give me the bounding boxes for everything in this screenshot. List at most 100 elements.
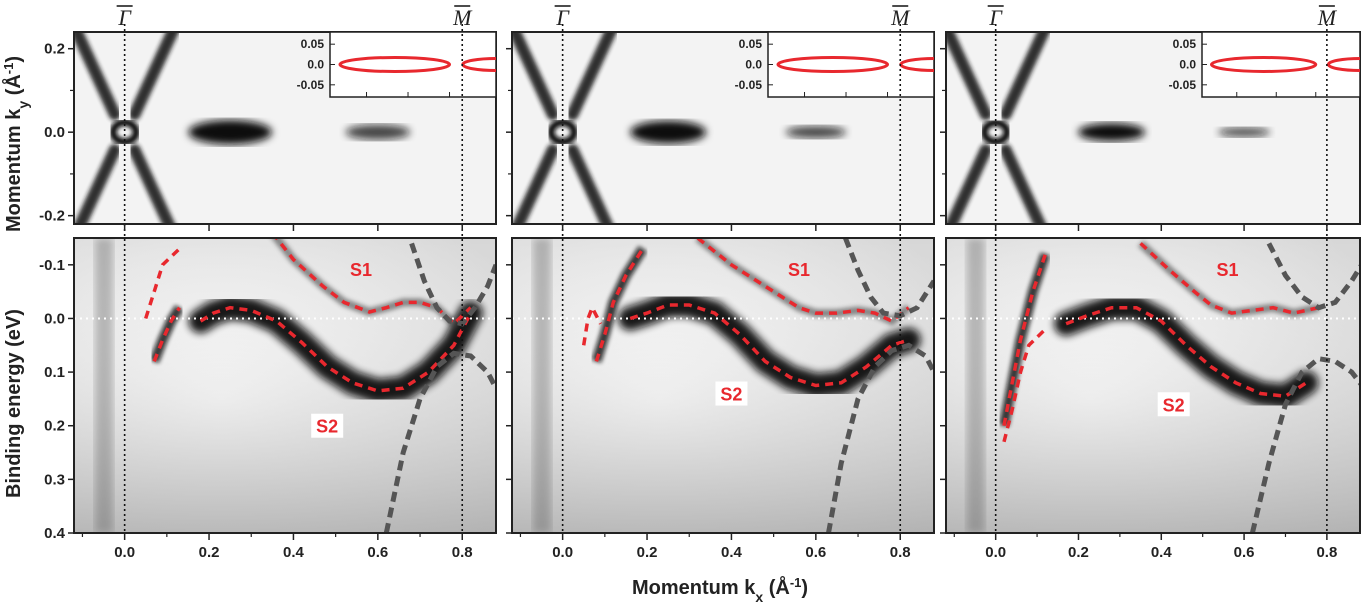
gamma-streak bbox=[533, 238, 552, 533]
fit-band-s2 bbox=[629, 303, 910, 388]
bottom-y-tick-label: -0.1 bbox=[39, 257, 65, 274]
top-y-tick-label: 0.0 bbox=[44, 124, 65, 141]
fit-band-s2 bbox=[199, 305, 473, 393]
bottom-frame bbox=[945, 237, 1361, 534]
x-tick-label: 0.4 bbox=[283, 544, 305, 561]
bottom-y-axis-title: Binding energy (eV) bbox=[3, 309, 25, 498]
inset-ellipse-edge bbox=[1326, 57, 1361, 72]
gamma-streak bbox=[966, 238, 985, 533]
symmetry-label-gamma: Γ bbox=[555, 5, 570, 30]
inset-ytick-label: -0.05 bbox=[735, 78, 763, 92]
x-tick-label: 0.4 bbox=[1151, 544, 1173, 561]
gamma-streak bbox=[95, 238, 114, 533]
s2-label: S2 bbox=[720, 385, 742, 405]
bottom-y-tick-label: 0.3 bbox=[44, 471, 65, 488]
gray-band-other-band-down bbox=[1266, 242, 1360, 311]
s2-label: S2 bbox=[316, 417, 338, 437]
symmetry-label-m: M bbox=[890, 5, 911, 30]
x-tick-label: 0.6 bbox=[1234, 544, 1255, 561]
petal-1 bbox=[566, 32, 618, 121]
inset-box bbox=[767, 31, 935, 98]
dispersion-map bbox=[74, 238, 496, 533]
dispersion-floor bbox=[74, 238, 496, 533]
inset-ytick-label: 0.05 bbox=[1173, 37, 1197, 51]
x-tick-label: 0.0 bbox=[114, 544, 135, 561]
fit-band-s1 bbox=[1139, 242, 1319, 315]
petal-1 bbox=[999, 32, 1051, 121]
top-y-tick-label: 0.2 bbox=[44, 41, 65, 58]
bottom-y-tick-label: 0.4 bbox=[44, 525, 66, 542]
inset-ellipse-main bbox=[338, 56, 452, 73]
s1-label: S1 bbox=[788, 260, 810, 280]
symmetry-label-gamma: Γ bbox=[988, 5, 1003, 30]
fit-band-s1_lower bbox=[152, 306, 181, 363]
gamma-pocket bbox=[547, 118, 578, 146]
fit-band-s2_lower bbox=[1002, 327, 1047, 443]
inset-ytick-label: 0.05 bbox=[739, 37, 763, 51]
x-tick-label: 0.8 bbox=[452, 544, 473, 561]
gray-band-other-band-up bbox=[826, 342, 934, 533]
symmetry-label-m: M bbox=[1317, 5, 1338, 30]
fit-band-s2_lower bbox=[581, 303, 603, 346]
fit-band-s2_lower bbox=[144, 247, 181, 320]
gray-band-other-band-up bbox=[383, 350, 496, 533]
petal-0 bbox=[512, 32, 559, 121]
petal-2 bbox=[512, 144, 559, 224]
inset-box bbox=[329, 31, 497, 98]
symmetry-label-gamma: Γ bbox=[117, 5, 132, 30]
inset-ytick-label: -0.05 bbox=[297, 78, 325, 92]
x-tick-label: 0.6 bbox=[367, 544, 388, 561]
fit-band-s1 bbox=[696, 238, 910, 324]
x-tick-label: 0.2 bbox=[199, 544, 220, 561]
bottom-frame bbox=[73, 237, 497, 534]
dispersion-map bbox=[946, 238, 1360, 533]
x-tick-label: 0.8 bbox=[1316, 544, 1337, 561]
fit-band-s1_lower bbox=[594, 247, 645, 362]
top-frame bbox=[945, 31, 1361, 225]
x-tick-label: 0.2 bbox=[1068, 544, 1089, 561]
x-tick-label: 0.8 bbox=[890, 544, 911, 561]
x-tick-label: 0.4 bbox=[721, 544, 743, 561]
top-y-tick-label: -0.2 bbox=[39, 208, 65, 225]
fermi-map bbox=[512, 32, 934, 224]
inset-ytick-label: 0.0 bbox=[1179, 58, 1196, 72]
inset-ellipse-main bbox=[1209, 56, 1318, 73]
x-tick-label: 0.0 bbox=[985, 544, 1006, 561]
bottom-y-tick-label: 0.0 bbox=[44, 310, 65, 327]
top-y-axis-title: Momentum ky (Å-1) bbox=[1, 56, 32, 232]
panel-3: 0.05 0.0 -0.05 S1 S2 Γ M 0.0 0.2 0.4 0.6 0.8 bbox=[940, 5, 1361, 561]
bottom-frame bbox=[511, 237, 935, 534]
panel-1: 0.05 0.0 -0.05 S1 S2 Γ M 0.0 0.2 0.4 0.6 0.8 0.2 0.0 -… bbox=[39, 5, 497, 561]
s1-label: S1 bbox=[350, 260, 372, 280]
gray-band-other-band-down bbox=[843, 238, 934, 319]
top-frame bbox=[511, 31, 935, 225]
petal-3 bbox=[999, 144, 1047, 224]
fit-band-s1_lower bbox=[1002, 253, 1048, 427]
inset-ytick-label: 0.05 bbox=[301, 37, 325, 51]
s2-label-bg bbox=[311, 413, 344, 438]
inset-ytick-label: 0.0 bbox=[745, 58, 762, 72]
petal-2 bbox=[946, 144, 992, 224]
symmetry-label-m: M bbox=[452, 5, 473, 30]
gray-band-other-band-up bbox=[1249, 356, 1360, 533]
inset-box bbox=[1201, 31, 1361, 98]
s2-label-bg bbox=[1157, 392, 1190, 417]
bottom-y-tick-label: 0.1 bbox=[44, 364, 65, 381]
gamma-pocket bbox=[109, 118, 140, 146]
s2-label: S2 bbox=[1163, 395, 1185, 415]
band-intensity-s2 bbox=[1054, 295, 1319, 409]
x-axis-title: Momentum kx (Å-1) bbox=[632, 575, 808, 603]
gamma-pocket bbox=[980, 119, 1011, 146]
s1-label: S1 bbox=[1217, 260, 1239, 280]
petal-0 bbox=[946, 32, 992, 121]
petal-0 bbox=[74, 32, 121, 121]
inset-ytick-label: -0.05 bbox=[1169, 78, 1197, 92]
petal-3 bbox=[566, 144, 614, 224]
panels-group: 0.05 0.0 -0.05 S1 S2 Γ M 0.0 0.2 0.4 0.6 0.8 0.2 0.0 -… bbox=[39, 5, 1361, 561]
petal-3 bbox=[128, 144, 176, 224]
inset-ytick-label: 0.0 bbox=[307, 58, 324, 72]
petal-1 bbox=[128, 32, 180, 121]
x-tick-label: 0.2 bbox=[637, 544, 658, 561]
x-tick-label: 0.0 bbox=[552, 544, 573, 561]
